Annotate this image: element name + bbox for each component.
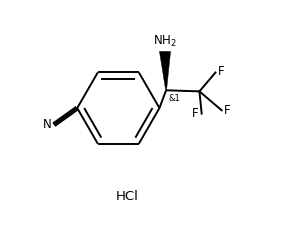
Text: N: N — [42, 118, 51, 131]
Text: F: F — [224, 104, 231, 117]
Text: F: F — [192, 107, 198, 120]
Polygon shape — [160, 51, 171, 90]
Text: HCl: HCl — [116, 190, 139, 203]
Text: NH$_2$: NH$_2$ — [153, 34, 177, 49]
Text: F: F — [218, 65, 224, 78]
Text: &1: &1 — [169, 94, 181, 103]
